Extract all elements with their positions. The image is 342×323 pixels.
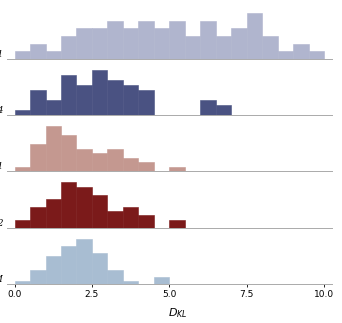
Bar bbox=[77, 28, 92, 59]
Bar bbox=[107, 270, 123, 284]
Bar bbox=[123, 207, 139, 228]
Bar bbox=[169, 167, 185, 172]
Bar bbox=[139, 90, 154, 115]
Bar bbox=[278, 51, 293, 59]
Bar bbox=[154, 28, 169, 59]
Bar bbox=[77, 187, 92, 228]
Bar bbox=[123, 28, 139, 59]
Bar bbox=[185, 36, 200, 59]
Bar bbox=[45, 256, 61, 284]
Bar bbox=[15, 220, 30, 228]
Bar bbox=[231, 28, 247, 59]
Bar bbox=[200, 21, 216, 59]
Bar bbox=[77, 85, 92, 115]
Bar bbox=[92, 70, 107, 115]
Bar bbox=[169, 220, 185, 228]
Text: SmurF 2: SmurF 2 bbox=[0, 219, 3, 228]
Bar bbox=[45, 51, 61, 59]
Bar bbox=[139, 162, 154, 172]
Bar bbox=[216, 36, 231, 59]
Bar bbox=[123, 281, 139, 284]
Bar bbox=[262, 36, 278, 59]
Bar bbox=[61, 135, 77, 172]
Bar bbox=[15, 110, 30, 115]
Bar bbox=[123, 158, 139, 172]
Text: ΛCDM: ΛCDM bbox=[0, 275, 3, 284]
Bar bbox=[107, 149, 123, 172]
Bar bbox=[200, 100, 216, 115]
Text: SmurF 4.1: SmurF 4.1 bbox=[0, 50, 3, 59]
Bar bbox=[308, 51, 324, 59]
Bar bbox=[15, 167, 30, 172]
Bar bbox=[30, 270, 45, 284]
Bar bbox=[107, 21, 123, 59]
Bar bbox=[45, 199, 61, 228]
Bar bbox=[92, 28, 107, 59]
Bar bbox=[92, 195, 107, 228]
Bar bbox=[45, 126, 61, 172]
Bar bbox=[139, 21, 154, 59]
Bar bbox=[123, 85, 139, 115]
Bar bbox=[92, 153, 107, 172]
Bar bbox=[15, 51, 30, 59]
Text: $D_{KL}$: $D_{KL}$ bbox=[168, 306, 188, 320]
Bar bbox=[216, 105, 231, 115]
Bar bbox=[92, 253, 107, 284]
Bar bbox=[61, 36, 77, 59]
Bar bbox=[293, 44, 308, 59]
Bar bbox=[61, 182, 77, 228]
Bar bbox=[107, 211, 123, 228]
Bar bbox=[139, 215, 154, 228]
Bar bbox=[30, 90, 45, 115]
Bar bbox=[61, 246, 77, 284]
Bar bbox=[154, 277, 169, 284]
Bar bbox=[169, 21, 185, 59]
Bar bbox=[107, 80, 123, 115]
Bar bbox=[247, 13, 262, 59]
Text: SmurF 2.1: SmurF 2.1 bbox=[0, 162, 3, 172]
Bar bbox=[45, 100, 61, 115]
Bar bbox=[30, 144, 45, 172]
Bar bbox=[30, 207, 45, 228]
Text: SmurF 4: SmurF 4 bbox=[0, 106, 3, 115]
Bar bbox=[30, 44, 45, 59]
Bar bbox=[15, 281, 30, 284]
Bar bbox=[61, 75, 77, 115]
Bar bbox=[77, 239, 92, 284]
Bar bbox=[77, 149, 92, 172]
